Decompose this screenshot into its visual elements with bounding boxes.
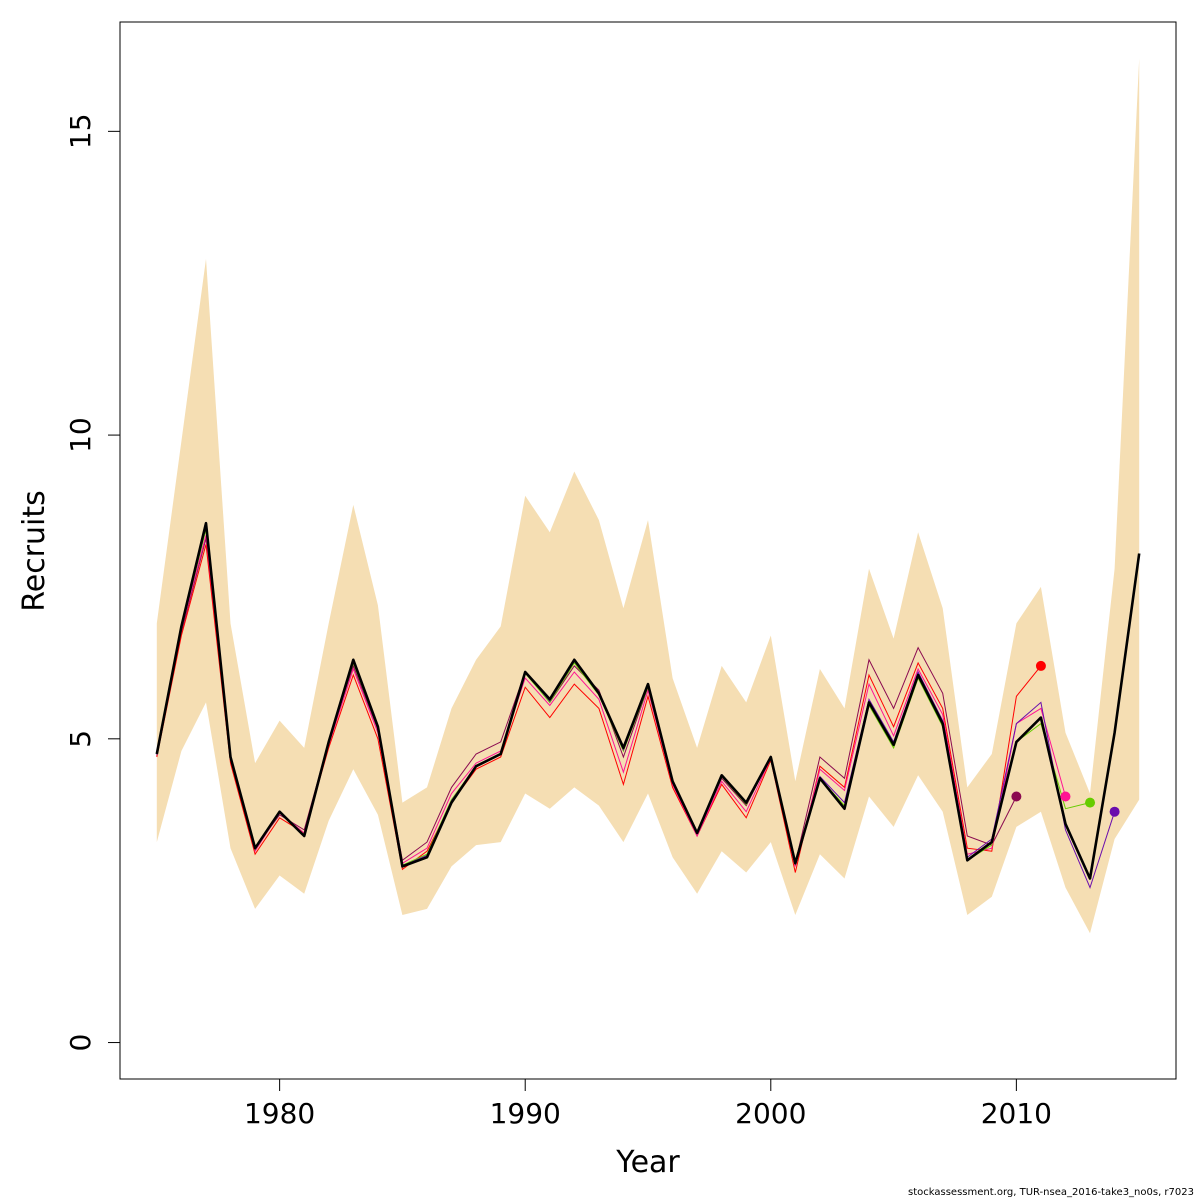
main-series-group [155, 521, 1141, 880]
retro-endpoint-5 [1109, 806, 1120, 817]
x-axis-title: Year [615, 1145, 680, 1180]
y-tick-label: 15 [64, 113, 97, 149]
y-tick-label: 5 [64, 730, 97, 748]
retro-endpoint-4 [1085, 797, 1096, 808]
retro-endpoint-3 [1060, 791, 1071, 802]
y-axis-title: Recruits [17, 490, 52, 612]
retro-endpoint-1 [1011, 791, 1022, 802]
x-tick-label: 2010 [981, 1097, 1052, 1130]
endpoint-markers [1011, 660, 1120, 817]
y-tick-label: 0 [64, 1034, 97, 1052]
retro-endpoint-2 [1035, 660, 1046, 671]
main-series-line [155, 521, 1141, 880]
confidence-band [156, 58, 1140, 934]
y-axis: 0 5 10 15 [64, 113, 121, 1052]
x-tick-label: 1990 [490, 1097, 561, 1130]
confidence-band-area [156, 58, 1140, 934]
footer-credit: stockassessment.org, TUR-nsea_2016-take3… [908, 1187, 1194, 1198]
x-axis: 1980 1990 2000 2010 [244, 1078, 1052, 1130]
y-tick-label: 10 [64, 417, 97, 453]
x-tick-label: 2000 [735, 1097, 806, 1130]
x-tick-label: 1980 [244, 1097, 315, 1130]
